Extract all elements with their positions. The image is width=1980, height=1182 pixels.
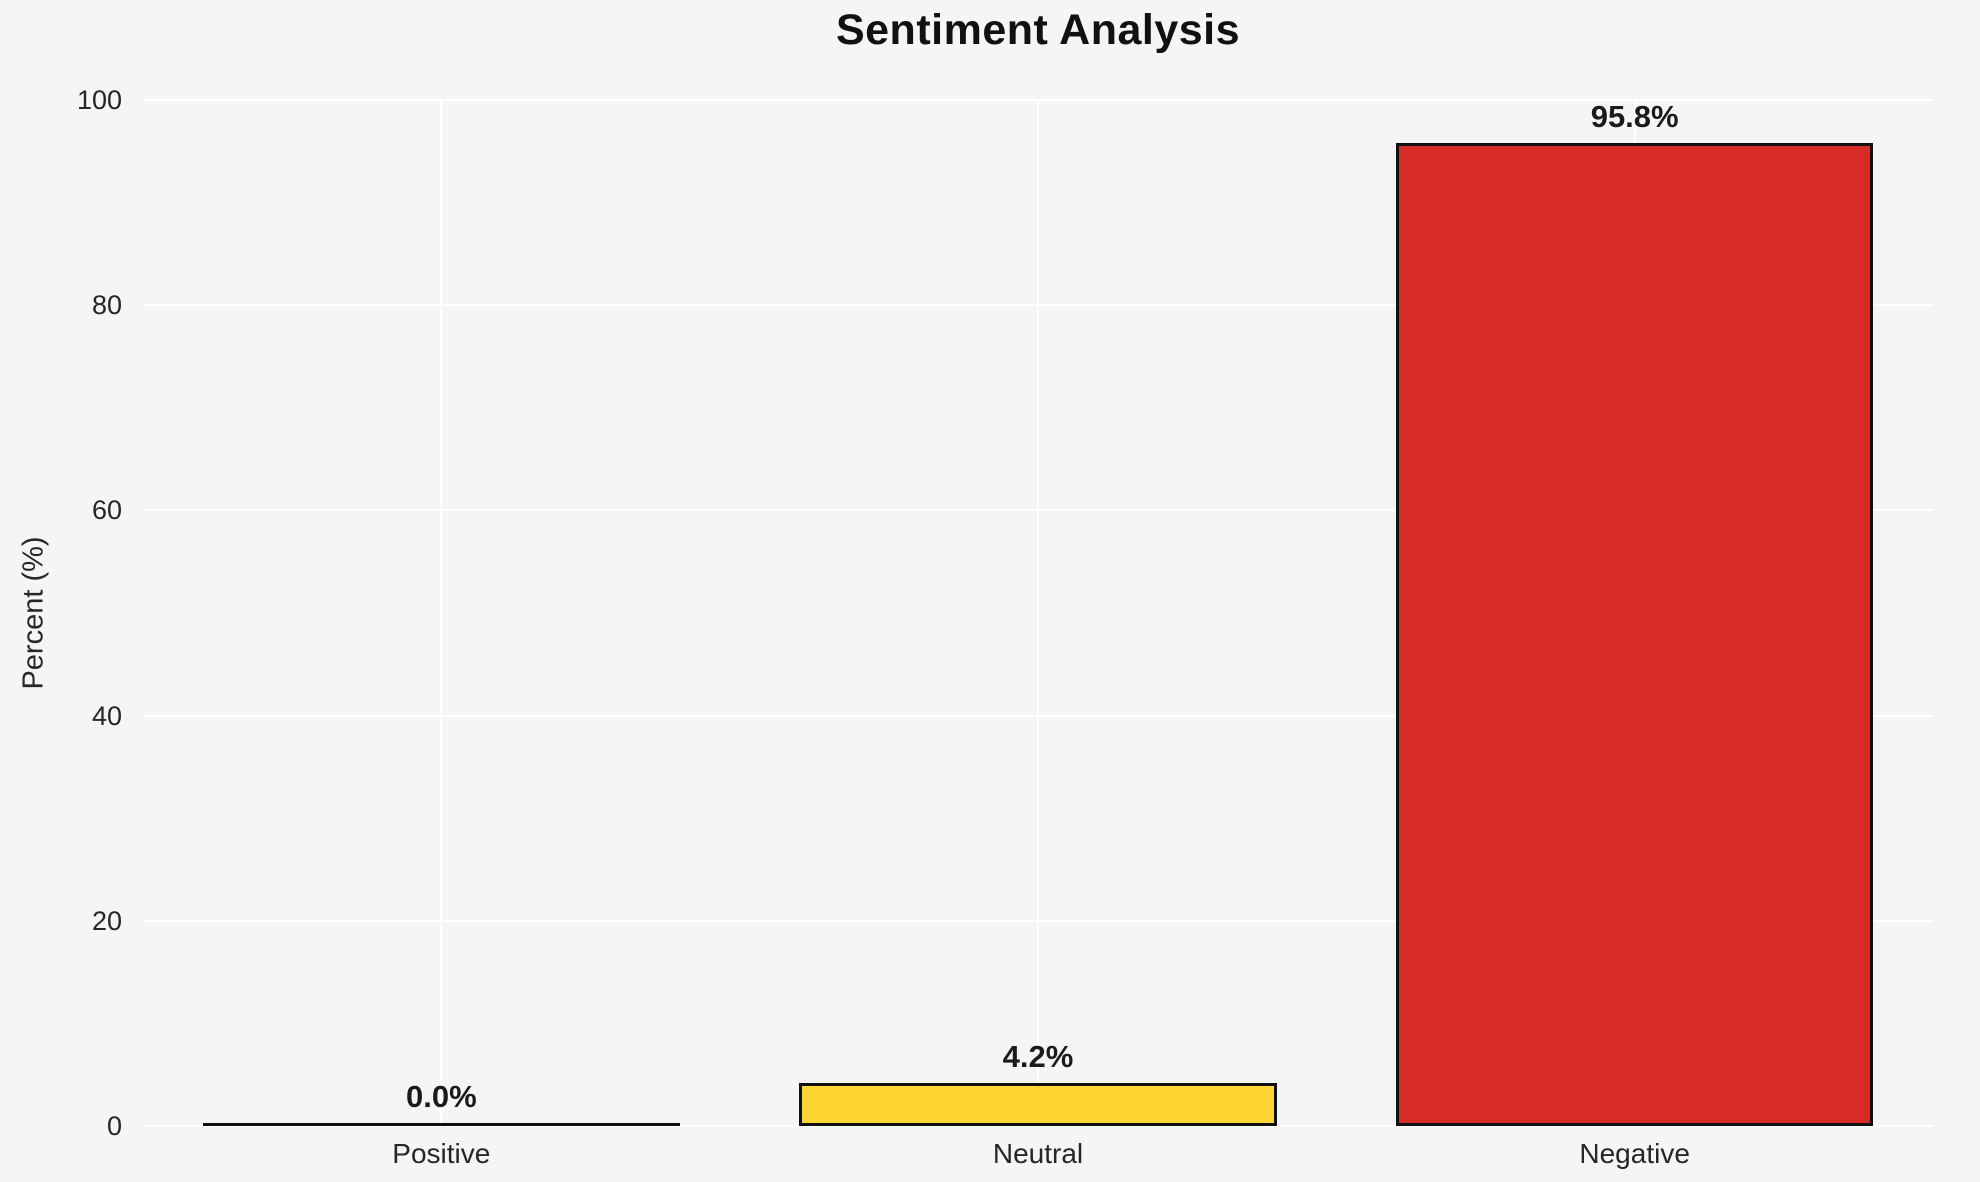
bar-value-label: 95.8% bbox=[1590, 99, 1679, 135]
y-tick-label: 100 bbox=[76, 85, 122, 115]
plot-area: 0.0% 4.2% 95.8% bbox=[143, 99, 1933, 1127]
x-tick-label: Positive bbox=[392, 1138, 491, 1169]
chart-title: Sentiment Analysis bbox=[835, 6, 1241, 54]
bar-positive bbox=[202, 1123, 680, 1126]
y-tick-label: 80 bbox=[91, 290, 122, 321]
bar-value-label: 0.0% bbox=[405, 1079, 477, 1114]
y-tick-label: 0 bbox=[106, 1111, 122, 1141]
y-tick-label: 60 bbox=[91, 495, 122, 526]
x-tick-label: Negative bbox=[1579, 1138, 1690, 1169]
x-tick-label: Neutral bbox=[992, 1138, 1084, 1169]
y-tick-label: 40 bbox=[91, 700, 122, 731]
bar-negative bbox=[1396, 143, 1874, 1126]
bar-value-label: 4.2% bbox=[1002, 1038, 1074, 1074]
v-gridline bbox=[1037, 100, 1039, 1126]
y-tick-label: 20 bbox=[91, 905, 122, 936]
y-axis-label: Percent (%) bbox=[17, 536, 50, 690]
h-gridline bbox=[143, 1125, 1933, 1127]
bar-neutral bbox=[799, 1082, 1277, 1126]
v-gridline bbox=[440, 100, 443, 1126]
